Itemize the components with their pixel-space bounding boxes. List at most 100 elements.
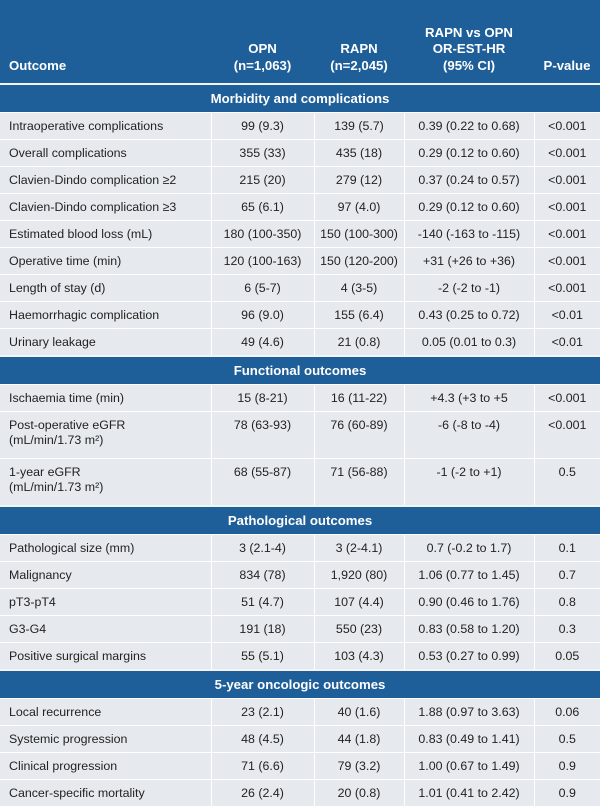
table-row: Post-operative eGFR(mL/min/1.73 m²)78 (6… xyxy=(0,412,600,459)
cell-ratio: 0.29 (0.12 to 0.60) xyxy=(404,194,534,221)
section-header: Functional outcomes xyxy=(0,356,600,385)
table-row: Ischaemia time (min)15 (8-21)16 (11-22)+… xyxy=(0,385,600,412)
row-label: Estimated blood loss (mL) xyxy=(0,221,211,248)
cell-pvalue: 0.06 xyxy=(534,699,600,726)
row-label: Ischaemia time (min) xyxy=(0,385,211,412)
cell-rapn: 139 (5.7) xyxy=(314,113,404,140)
cell-rapn: 155 (6.4) xyxy=(314,302,404,329)
cell-rapn: 16 (11-22) xyxy=(314,385,404,412)
cell-opn: 180 (100-350) xyxy=(211,221,314,248)
header-pvalue: P-value xyxy=(534,0,600,84)
cell-rapn: 150 (100-300) xyxy=(314,221,404,248)
section-header: Pathological outcomes xyxy=(0,506,600,535)
cell-ratio: -140 (-163 to -115) xyxy=(404,221,534,248)
cell-opn: 51 (4.7) xyxy=(211,589,314,616)
cell-opn: 355 (33) xyxy=(211,140,314,167)
row-label: Cancer-specific mortality xyxy=(0,780,211,806)
row-label: Intraoperative complications xyxy=(0,113,211,140)
row-label: Systemic progression xyxy=(0,726,211,753)
cell-ratio: 0.29 (0.12 to 0.60) xyxy=(404,140,534,167)
cell-pvalue: 0.3 xyxy=(534,616,600,643)
cell-pvalue: 0.5 xyxy=(534,459,600,507)
cell-ratio: 0.53 (0.27 to 0.99) xyxy=(404,643,534,671)
cell-ratio: -2 (-2 to -1) xyxy=(404,275,534,302)
header-rapn: RAPN(n=2,045) xyxy=(314,0,404,84)
row-label: Clinical progression xyxy=(0,753,211,780)
cell-opn: 834 (78) xyxy=(211,562,314,589)
cell-opn: 65 (6.1) xyxy=(211,194,314,221)
cell-opn: 55 (5.1) xyxy=(211,643,314,671)
cell-ratio: 1.01 (0.41 to 2.42) xyxy=(404,780,534,806)
table-row: Pathological size (mm)3 (2.1-4)3 (2-4.1)… xyxy=(0,535,600,562)
cell-ratio: 0.83 (0.49 to 1.41) xyxy=(404,726,534,753)
row-label: Urinary leakage xyxy=(0,329,211,357)
table-header: Outcome OPN(n=1,063) RAPN(n=2,045) RAPN … xyxy=(0,0,600,84)
cell-ratio: 0.43 (0.25 to 0.72) xyxy=(404,302,534,329)
cell-rapn: 107 (4.4) xyxy=(314,589,404,616)
cell-ratio: 0.39 (0.22 to 0.68) xyxy=(404,113,534,140)
cell-pvalue: 0.7 xyxy=(534,562,600,589)
cell-ratio: -1 (-2 to +1) xyxy=(404,459,534,507)
cell-rapn: 71 (56-88) xyxy=(314,459,404,507)
row-label: Post-operative eGFR(mL/min/1.73 m²) xyxy=(0,412,211,459)
cell-rapn: 79 (3.2) xyxy=(314,753,404,780)
row-label: Malignancy xyxy=(0,562,211,589)
cell-ratio: 0.90 (0.46 to 1.76) xyxy=(404,589,534,616)
section-title: 5-year oncologic outcomes xyxy=(0,670,600,699)
row-label: Local recurrence xyxy=(0,699,211,726)
cell-pvalue: 0.9 xyxy=(534,753,600,780)
cell-opn: 71 (6.6) xyxy=(211,753,314,780)
cell-opn: 26 (2.4) xyxy=(211,780,314,806)
cell-rapn: 103 (4.3) xyxy=(314,643,404,671)
section-title: Morbidity and complications xyxy=(0,84,600,113)
cell-pvalue: 0.5 xyxy=(534,726,600,753)
cell-opn: 96 (9.0) xyxy=(211,302,314,329)
row-label: Operative time (min) xyxy=(0,248,211,275)
cell-ratio: 1.88 (0.97 to 3.63) xyxy=(404,699,534,726)
cell-opn: 48 (4.5) xyxy=(211,726,314,753)
cell-ratio: +4.3 (+3 to +5 xyxy=(404,385,534,412)
header-opn: OPN(n=1,063) xyxy=(211,0,314,84)
cell-opn: 191 (18) xyxy=(211,616,314,643)
cell-rapn: 40 (1.6) xyxy=(314,699,404,726)
section-header: Morbidity and complications xyxy=(0,84,600,113)
cell-rapn: 279 (12) xyxy=(314,167,404,194)
cell-pvalue: <0.001 xyxy=(534,140,600,167)
header-outcome: Outcome xyxy=(0,0,211,84)
cell-pvalue: 0.9 xyxy=(534,780,600,806)
cell-opn: 120 (100-163) xyxy=(211,248,314,275)
section-header: 5-year oncologic outcomes xyxy=(0,670,600,699)
row-label: Clavien-Dindo complication ≥3 xyxy=(0,194,211,221)
cell-opn: 99 (9.3) xyxy=(211,113,314,140)
cell-ratio: 0.83 (0.58 to 1.20) xyxy=(404,616,534,643)
cell-opn: 23 (2.1) xyxy=(211,699,314,726)
cell-rapn: 44 (1.8) xyxy=(314,726,404,753)
cell-pvalue: <0.001 xyxy=(534,194,600,221)
cell-ratio: 0.37 (0.24 to 0.57) xyxy=(404,167,534,194)
row-label: Pathological size (mm) xyxy=(0,535,211,562)
cell-rapn: 150 (120-200) xyxy=(314,248,404,275)
row-label: Clavien-Dindo complication ≥2 xyxy=(0,167,211,194)
cell-pvalue: <0.01 xyxy=(534,329,600,357)
table-row: Length of stay (d)6 (5-7)4 (3-5)-2 (-2 t… xyxy=(0,275,600,302)
cell-ratio: 1.00 (0.67 to 1.49) xyxy=(404,753,534,780)
row-label: Length of stay (d) xyxy=(0,275,211,302)
cell-opn: 6 (5-7) xyxy=(211,275,314,302)
cell-opn: 78 (63-93) xyxy=(211,412,314,459)
cell-rapn: 97 (4.0) xyxy=(314,194,404,221)
table-row: 1-year eGFR(mL/min/1.73 m²)68 (55-87)71 … xyxy=(0,459,600,507)
cell-opn: 15 (8-21) xyxy=(211,385,314,412)
cell-rapn: 550 (23) xyxy=(314,616,404,643)
row-label: pT3-pT4 xyxy=(0,589,211,616)
